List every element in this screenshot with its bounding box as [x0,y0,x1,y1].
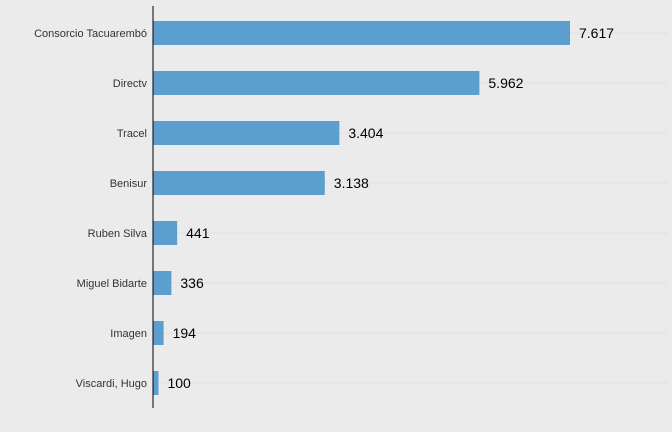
bar [153,321,164,345]
value-label: 441 [186,225,210,241]
category-labels: Consorcio Tacuarembó Directv Tracel Benisur… [34,28,148,390]
value-label: 3.404 [348,125,383,141]
category-label: Viscardi, Hugo [76,378,147,390]
category-label: Benisur [110,178,148,190]
value-label: 3.138 [334,175,369,191]
value-label: 336 [180,275,204,291]
category-label: Tracel [117,128,147,140]
category-label: Imagen [110,328,147,340]
category-label: Consorcio Tacuarembó [34,28,147,40]
bar [153,121,340,145]
bar-layer [153,21,570,395]
bar [153,371,159,395]
category-label: Ruben Silva [88,228,148,240]
bar [153,221,178,245]
category-label: Miguel Bidarte [77,278,147,290]
value-labels: 7.617 5.962 3.404 3.138 441 336 194 100 [167,25,614,391]
bar [153,271,172,295]
category-label: Directv [113,78,148,90]
value-label: 194 [173,325,197,341]
bar [153,71,480,95]
value-label: 100 [167,375,191,391]
value-label: 5.962 [488,75,523,91]
bar [153,21,570,45]
value-label: 7.617 [579,25,614,41]
bar [153,171,325,195]
